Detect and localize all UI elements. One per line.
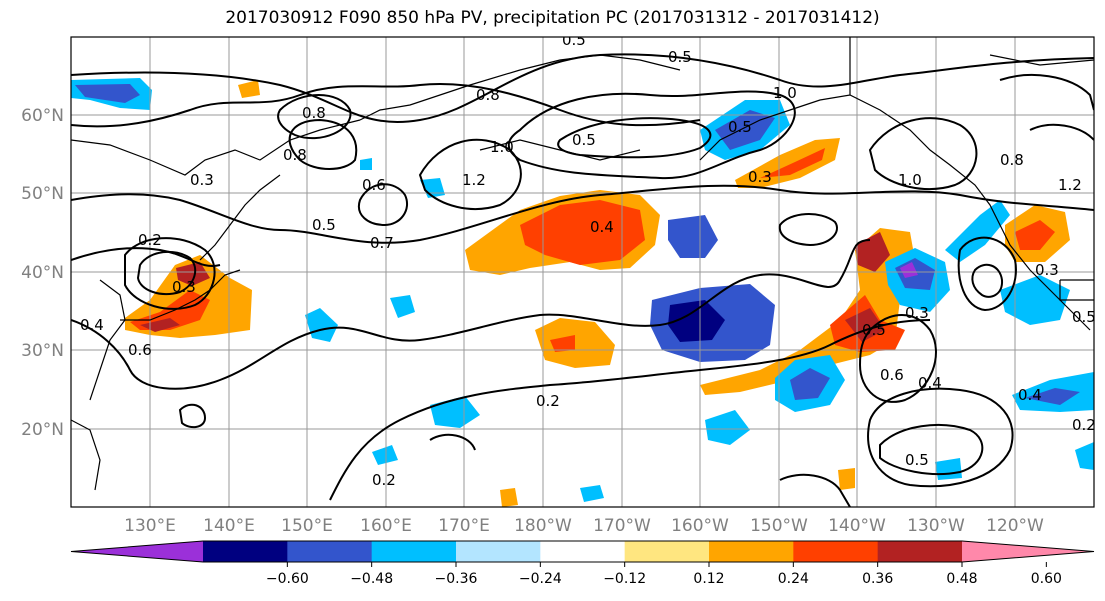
contour-label: 0.5 — [728, 118, 752, 136]
contour-label: 0.5 — [572, 131, 596, 149]
contour-label: 0.3 — [1035, 261, 1059, 279]
colorbar-box — [709, 541, 794, 562]
colorbar-box — [203, 541, 288, 562]
lat-label: 20°N — [21, 420, 64, 440]
coastlines — [71, 37, 1094, 491]
contour-label: 1.0 — [490, 138, 514, 156]
lon-label: 150°W — [750, 516, 808, 536]
colorbar-box — [456, 541, 541, 562]
longitude-labels: 130°E 140°E 150°E 160°E 170°E 180°W 170°… — [124, 516, 1044, 536]
map-title: 2017030912 F090 850 hPa PV, precipitatio… — [225, 8, 880, 28]
map-frame — [70, 36, 1095, 508]
contour-label: 0.2 — [1072, 416, 1096, 434]
contour-label: 0.5 — [562, 31, 586, 49]
contour-label: 0.3 — [748, 168, 772, 186]
contour-label: 0.6 — [128, 341, 152, 359]
lat-label: 40°N — [21, 263, 64, 283]
lat-label: 60°N — [21, 106, 64, 126]
contour-label: 0.8 — [1000, 151, 1024, 169]
contour-label: 0.5 — [862, 321, 886, 339]
colorbar-tick-label: 0.60 — [1031, 571, 1062, 587]
contour-label: 0.4 — [918, 374, 942, 392]
colorbar-box — [877, 541, 963, 562]
contour-label: 0.5 — [1072, 308, 1096, 326]
contour-label: 0.2 — [138, 231, 162, 249]
contour-labels: 0.5 0.5 0.8 0.8 1.0 1.0 0.5 1.2 0.8 0.5 … — [80, 31, 1096, 489]
pv-contours — [71, 53, 1094, 507]
contour-label: 1.2 — [462, 171, 486, 189]
lon-label: 160°E — [360, 516, 412, 536]
graticule — [71, 37, 1094, 507]
contour-label: 0.4 — [1018, 386, 1042, 404]
lon-label: 140°W — [828, 516, 886, 536]
colorbar-tick-label: −0.60 — [266, 571, 309, 587]
lon-label: 130°E — [124, 516, 176, 536]
lon-label: 180°W — [514, 516, 572, 536]
colorbar-box — [371, 541, 457, 562]
colorbar-tick-label: 0.12 — [693, 571, 724, 587]
contour-label: 0.7 — [370, 234, 394, 252]
contour-label: 0.8 — [302, 104, 326, 122]
colorbar-tick-label: 0.36 — [862, 571, 893, 587]
contour-label: 1.0 — [898, 171, 922, 189]
contour-label: 1.2 — [1058, 176, 1082, 194]
map-area: 0.5 0.5 0.8 0.8 1.0 1.0 0.5 1.2 0.8 0.5 … — [71, 31, 1096, 507]
contour-label: 0.3 — [905, 304, 929, 322]
contour-label: 0.5 — [668, 48, 692, 66]
colorbar-extend-min — [71, 541, 203, 562]
contour-label: 0.3 — [190, 171, 214, 189]
lon-label: 170°W — [593, 516, 651, 536]
contour-label: 0.4 — [590, 218, 614, 236]
contour-label: 0.8 — [283, 146, 307, 164]
contour-label: 0.5 — [312, 216, 336, 234]
lon-label: 150°E — [281, 516, 333, 536]
contour-label: 0.4 — [80, 316, 104, 334]
contour-label: 0.5 — [905, 451, 929, 469]
colorbar-tick-label: −0.48 — [350, 571, 393, 587]
contour-label: 0.6 — [362, 176, 386, 194]
contour-label: 0.8 — [476, 86, 500, 104]
contour-label: 0.2 — [536, 392, 560, 410]
colorbar-extend-max — [962, 541, 1094, 562]
contour-label: 0.2 — [372, 471, 396, 489]
lon-label: 120°W — [986, 516, 1044, 536]
lat-label: 50°N — [21, 184, 64, 204]
colorbar-box — [287, 541, 373, 562]
latitude-labels: 60°N 50°N 40°N 30°N 20°N — [21, 106, 64, 440]
lon-label: 130°W — [907, 516, 965, 536]
colorbar-box — [624, 541, 710, 562]
lon-label: 160°W — [671, 516, 729, 536]
colorbar-tick-label: 0.24 — [778, 571, 809, 587]
colorbar-box — [793, 541, 879, 562]
colorbar-tick-label: −0.36 — [435, 571, 478, 587]
colorbar-tick-label: 0.48 — [946, 571, 977, 587]
colorbar-tick-label: −0.12 — [603, 571, 646, 587]
colorbar-box — [540, 541, 626, 562]
contour-label: 1.0 — [773, 84, 797, 102]
lon-label: 170°E — [438, 516, 490, 536]
lat-label: 30°N — [21, 341, 64, 361]
colorbar-outline — [70, 540, 1095, 563]
lon-label: 140°E — [203, 516, 255, 536]
colorbar: −0.60 −0.48 −0.36 −0.24 −0.12 0.12 0.24 0.36 0.4… — [70, 540, 1095, 587]
contour-label: 0.6 — [880, 366, 904, 384]
colorbar-tick-label: −0.24 — [519, 571, 562, 587]
contour-label: 0.3 — [172, 278, 196, 296]
